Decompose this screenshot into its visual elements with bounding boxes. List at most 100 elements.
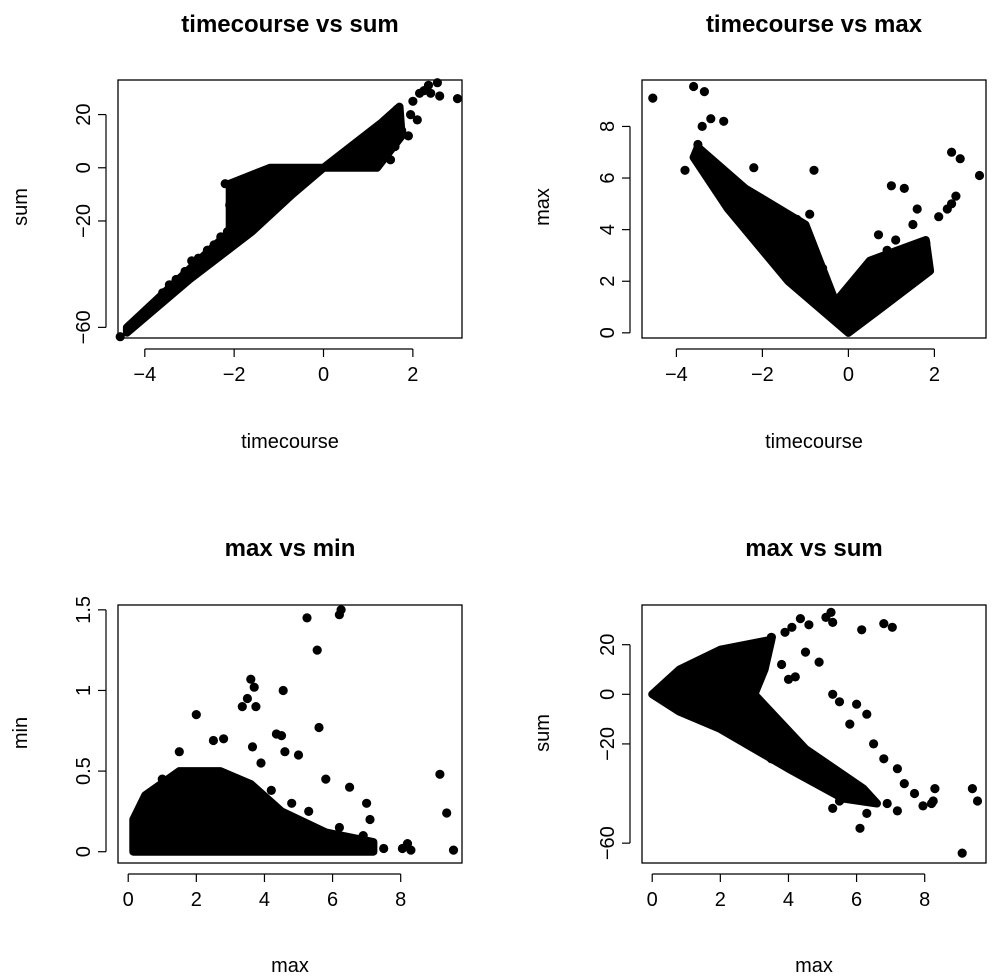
panel-1-x-tick-label: −2 — [223, 364, 246, 386]
panel-4-data-point — [821, 612, 831, 623]
panel-3-data-point — [365, 814, 375, 825]
panel-max-vs-min: max vs min max min 0 2 4 6 8 0 0.5 1 1.5 — [10, 535, 463, 977]
panel-3-data-point — [362, 798, 372, 808]
panel-1-data-point — [216, 232, 226, 242]
panel-1-data-point — [385, 155, 396, 165]
panel-4-ylabel: sum — [532, 714, 554, 752]
panel-1-data-point — [432, 78, 442, 88]
panel-1-data-point — [345, 159, 355, 169]
panel-4-data-point — [967, 784, 978, 794]
panel-1-data-point — [249, 184, 259, 194]
panel-2-data-point — [912, 204, 922, 214]
panel-2-data-point — [951, 191, 961, 201]
panel-1-y-tick-label: 0 — [73, 162, 95, 173]
panel-4-data-point — [852, 699, 862, 709]
panel-4-data-point — [804, 620, 814, 630]
panel-3-y-tick-label: 0.5 — [73, 757, 95, 785]
panel-1-data-point — [363, 160, 373, 170]
panel-2-data-point — [714, 168, 725, 178]
panel-3-data-point — [406, 845, 416, 855]
panel-4-data-point — [743, 739, 753, 749]
panel-2-marks — [648, 81, 985, 337]
panel-3-data-point — [133, 822, 143, 833]
panel-1-data-point — [452, 94, 463, 104]
panel-2-data-point — [904, 250, 914, 260]
panel-2-y-tick-label: 2 — [597, 276, 619, 287]
panel-4-data-point — [879, 619, 889, 629]
panel-2-data-point — [719, 116, 729, 126]
panel-2-data-point — [727, 176, 737, 186]
panel-4-y-axis: −60 −20 0 20 — [597, 634, 631, 860]
panel-3-data-point — [266, 785, 276, 796]
panel-3-x-tick-label: 6 — [327, 889, 338, 911]
panel-4-data-point — [869, 739, 879, 749]
panel-3-data-point — [334, 610, 344, 620]
panel-3-data-point — [302, 613, 312, 623]
panel-3-data-point — [251, 702, 261, 712]
panel-1-data-point — [202, 245, 212, 255]
panel-3-x-tick-label: 2 — [191, 889, 202, 911]
panel-3-frame — [117, 604, 463, 864]
panel-2-x-tick-label: −4 — [665, 364, 688, 386]
panel-2-data-point — [856, 297, 866, 307]
panel-1-title: timecourse vs sum — [181, 11, 398, 38]
panel-2-data-point — [732, 204, 742, 214]
panel-2-data-point — [701, 155, 712, 165]
panel-3-data-point — [379, 843, 389, 854]
panel-2-data-point — [830, 294, 841, 304]
panel-2-xlabel: timecourse — [765, 431, 863, 453]
panel-3-y-tick-label: 1 — [73, 685, 95, 696]
panel-2-data-point — [955, 154, 965, 164]
panel-3-data-point — [150, 785, 161, 796]
panel-3-data-point — [442, 808, 452, 818]
panel-2-data-point — [908, 219, 918, 230]
panel-1-data-point — [146, 304, 157, 314]
panel-4-data-point — [814, 657, 824, 667]
panel-3-data-point — [334, 822, 344, 833]
panel-4-data-point — [892, 806, 903, 816]
panel-4-title: max vs sum — [745, 535, 882, 562]
panel-1-data-point — [158, 288, 168, 298]
panel-3-ylabel: min — [10, 717, 32, 749]
panel-1-data-point — [336, 160, 346, 170]
panel-1-data-point — [193, 253, 203, 263]
panel-1-data-point — [222, 227, 233, 237]
panel-2-y-tick-label: 6 — [597, 172, 619, 183]
panel-3-data-point — [358, 831, 368, 841]
panel-4-data-point — [930, 784, 940, 794]
panel-4-x-tick-label: 6 — [851, 889, 862, 911]
panel-1-x-tick-label: −4 — [133, 364, 156, 386]
panel-4-data-point — [780, 627, 790, 637]
panel-4-data-point — [862, 808, 872, 819]
panel-2-x-tick-label: −2 — [751, 364, 774, 386]
panel-4-data-point — [828, 617, 838, 628]
panel-2-data-point — [753, 194, 763, 204]
panel-4-y-tick-label: 0 — [597, 689, 619, 700]
panel-3-data-point — [448, 845, 459, 855]
panel-1-marks — [115, 78, 463, 342]
panel-1-data-point — [368, 149, 378, 160]
panel-1-data-point — [408, 96, 418, 106]
panel-1-point-cloud — [122, 102, 406, 337]
panel-3-data-point — [237, 702, 247, 712]
panel-4-marks — [648, 607, 983, 858]
panel-4-data-point — [787, 622, 797, 632]
panel-3-data-point — [435, 769, 445, 779]
panel-1-y-axis: −60 −20 0 20 — [73, 103, 107, 344]
panel-3-data-point — [130, 839, 140, 849]
panel-3-data-point — [278, 685, 288, 696]
panel-4-data-point — [766, 632, 777, 642]
panel-1-data-point — [301, 164, 311, 174]
panel-4-data-point — [800, 647, 811, 657]
panel-4-data-point — [795, 614, 806, 624]
panel-1-data-point — [377, 141, 387, 152]
panel-max-vs-sum: max vs sum max sum 0 2 4 6 8 −60 −20 0 20 — [532, 535, 987, 977]
panel-1-y-tick-label: 20 — [73, 103, 95, 125]
panel-2-x-tick-label: 0 — [843, 364, 854, 386]
panel-3-y-axis: 0 0.5 1 1.5 — [73, 596, 107, 857]
panel-3-data-point — [314, 722, 324, 733]
panel-3-data-point — [312, 645, 322, 655]
panel-1-frame — [117, 79, 463, 339]
panel-2-data-point — [699, 87, 710, 97]
